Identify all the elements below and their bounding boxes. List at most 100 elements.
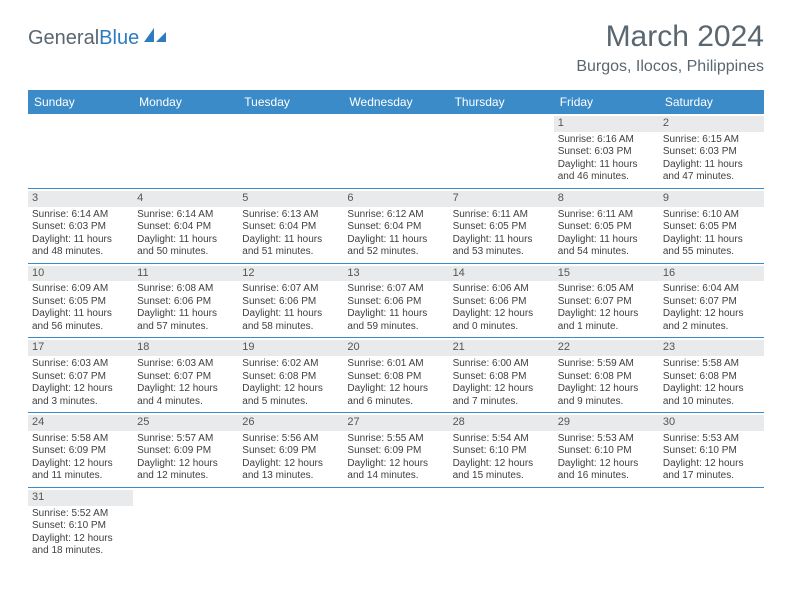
day2-text: and 48 minutes. xyxy=(32,246,129,259)
sunset-text: Sunset: 6:10 PM xyxy=(32,520,129,533)
day-number: 10 xyxy=(28,266,133,282)
day-number: 11 xyxy=(133,266,238,282)
sunset-text: Sunset: 6:03 PM xyxy=(663,146,760,159)
day1-text: Daylight: 12 hours xyxy=(663,308,760,321)
day-number: 17 xyxy=(28,340,133,356)
sunset-text: Sunset: 6:10 PM xyxy=(663,445,760,458)
day-number: 3 xyxy=(28,191,133,207)
day2-text: and 11 minutes. xyxy=(32,470,129,483)
sunset-text: Sunset: 6:09 PM xyxy=(242,445,339,458)
day1-text: Daylight: 12 hours xyxy=(558,458,655,471)
sunset-text: Sunset: 6:09 PM xyxy=(347,445,444,458)
sunrise-text: Sunrise: 5:54 AM xyxy=(453,433,550,446)
day1-text: Daylight: 12 hours xyxy=(242,458,339,471)
day1-text: Daylight: 11 hours xyxy=(242,234,339,247)
day-number: 30 xyxy=(659,415,764,431)
calendar-cell-empty xyxy=(238,488,343,562)
day-number: 6 xyxy=(343,191,448,207)
day-number: 4 xyxy=(133,191,238,207)
calendar-cell: 16Sunrise: 6:04 AMSunset: 6:07 PMDayligh… xyxy=(659,264,764,338)
day1-text: Daylight: 11 hours xyxy=(32,308,129,321)
calendar-week: 1Sunrise: 6:16 AMSunset: 6:03 PMDaylight… xyxy=(28,114,764,189)
day2-text: and 14 minutes. xyxy=(347,470,444,483)
sunset-text: Sunset: 6:08 PM xyxy=(453,371,550,384)
day2-text: and 55 minutes. xyxy=(663,246,760,259)
day1-text: Daylight: 12 hours xyxy=(453,383,550,396)
calendar-cell-empty xyxy=(554,488,659,562)
calendar-cell: 1Sunrise: 6:16 AMSunset: 6:03 PMDaylight… xyxy=(554,114,659,188)
sail-icon xyxy=(142,26,168,50)
sunrise-text: Sunrise: 6:04 AM xyxy=(663,283,760,296)
sunrise-text: Sunrise: 6:01 AM xyxy=(347,358,444,371)
calendar-cell: 2Sunrise: 6:15 AMSunset: 6:03 PMDaylight… xyxy=(659,114,764,188)
calendar-cell: 3Sunrise: 6:14 AMSunset: 6:03 PMDaylight… xyxy=(28,189,133,263)
calendar-cell: 22Sunrise: 5:59 AMSunset: 6:08 PMDayligh… xyxy=(554,338,659,412)
sunset-text: Sunset: 6:04 PM xyxy=(347,221,444,234)
calendar-cell-empty xyxy=(343,488,448,562)
calendar-cell: 4Sunrise: 6:14 AMSunset: 6:04 PMDaylight… xyxy=(133,189,238,263)
calendar-cell: 13Sunrise: 6:07 AMSunset: 6:06 PMDayligh… xyxy=(343,264,448,338)
brand-part1: General xyxy=(28,27,99,50)
weekday-header: Sunday xyxy=(28,90,133,114)
calendar-cell: 25Sunrise: 5:57 AMSunset: 6:09 PMDayligh… xyxy=(133,413,238,487)
day-number: 23 xyxy=(659,340,764,356)
day1-text: Daylight: 11 hours xyxy=(347,308,444,321)
sunset-text: Sunset: 6:09 PM xyxy=(32,445,129,458)
sunset-text: Sunset: 6:08 PM xyxy=(347,371,444,384)
page-title: March 2024 xyxy=(576,20,764,54)
day1-text: Daylight: 11 hours xyxy=(558,234,655,247)
day-number: 15 xyxy=(554,266,659,282)
sunrise-text: Sunrise: 5:52 AM xyxy=(32,508,129,521)
day1-text: Daylight: 12 hours xyxy=(32,383,129,396)
day-number: 5 xyxy=(238,191,343,207)
calendar-cell: 7Sunrise: 6:11 AMSunset: 6:05 PMDaylight… xyxy=(449,189,554,263)
sunrise-text: Sunrise: 5:53 AM xyxy=(558,433,655,446)
sunset-text: Sunset: 6:06 PM xyxy=(137,296,234,309)
calendar-cell-empty xyxy=(343,114,448,188)
day2-text: and 47 minutes. xyxy=(663,171,760,184)
sunrise-text: Sunrise: 5:57 AM xyxy=(137,433,234,446)
day-number: 29 xyxy=(554,415,659,431)
day2-text: and 1 minute. xyxy=(558,321,655,334)
day-number: 9 xyxy=(659,191,764,207)
day-number: 16 xyxy=(659,266,764,282)
day1-text: Daylight: 11 hours xyxy=(347,234,444,247)
day1-text: Daylight: 11 hours xyxy=(558,159,655,172)
calendar-cell-empty xyxy=(449,114,554,188)
calendar-cell: 28Sunrise: 5:54 AMSunset: 6:10 PMDayligh… xyxy=(449,413,554,487)
calendar-week: 24Sunrise: 5:58 AMSunset: 6:09 PMDayligh… xyxy=(28,413,764,488)
day2-text: and 46 minutes. xyxy=(558,171,655,184)
calendar-cell: 8Sunrise: 6:11 AMSunset: 6:05 PMDaylight… xyxy=(554,189,659,263)
sunrise-text: Sunrise: 6:02 AM xyxy=(242,358,339,371)
calendar-week: 10Sunrise: 6:09 AMSunset: 6:05 PMDayligh… xyxy=(28,264,764,339)
day1-text: Daylight: 11 hours xyxy=(663,159,760,172)
calendar-cell: 29Sunrise: 5:53 AMSunset: 6:10 PMDayligh… xyxy=(554,413,659,487)
weekday-header: Tuesday xyxy=(238,90,343,114)
sunrise-text: Sunrise: 5:58 AM xyxy=(32,433,129,446)
day-number: 20 xyxy=(343,340,448,356)
calendar-cell: 17Sunrise: 6:03 AMSunset: 6:07 PMDayligh… xyxy=(28,338,133,412)
day-number: 1 xyxy=(554,116,659,132)
day2-text: and 12 minutes. xyxy=(137,470,234,483)
day1-text: Daylight: 12 hours xyxy=(558,308,655,321)
day2-text: and 7 minutes. xyxy=(453,396,550,409)
sunset-text: Sunset: 6:07 PM xyxy=(663,296,760,309)
sunset-text: Sunset: 6:05 PM xyxy=(32,296,129,309)
day1-text: Daylight: 12 hours xyxy=(347,383,444,396)
calendar-week: 3Sunrise: 6:14 AMSunset: 6:03 PMDaylight… xyxy=(28,189,764,264)
day2-text: and 15 minutes. xyxy=(453,470,550,483)
sunrise-text: Sunrise: 5:55 AM xyxy=(347,433,444,446)
sunrise-text: Sunrise: 6:09 AM xyxy=(32,283,129,296)
calendar-week: 31Sunrise: 5:52 AMSunset: 6:10 PMDayligh… xyxy=(28,488,764,562)
calendar-cell-empty xyxy=(133,488,238,562)
sunrise-text: Sunrise: 6:07 AM xyxy=(242,283,339,296)
day2-text: and 54 minutes. xyxy=(558,246,655,259)
sunrise-text: Sunrise: 5:56 AM xyxy=(242,433,339,446)
day2-text: and 10 minutes. xyxy=(663,396,760,409)
day-number: 7 xyxy=(449,191,554,207)
day-number: 13 xyxy=(343,266,448,282)
day2-text: and 18 minutes. xyxy=(32,545,129,558)
calendar-table: SundayMondayTuesdayWednesdayThursdayFrid… xyxy=(28,90,764,562)
calendar-cell: 14Sunrise: 6:06 AMSunset: 6:06 PMDayligh… xyxy=(449,264,554,338)
day2-text: and 0 minutes. xyxy=(453,321,550,334)
